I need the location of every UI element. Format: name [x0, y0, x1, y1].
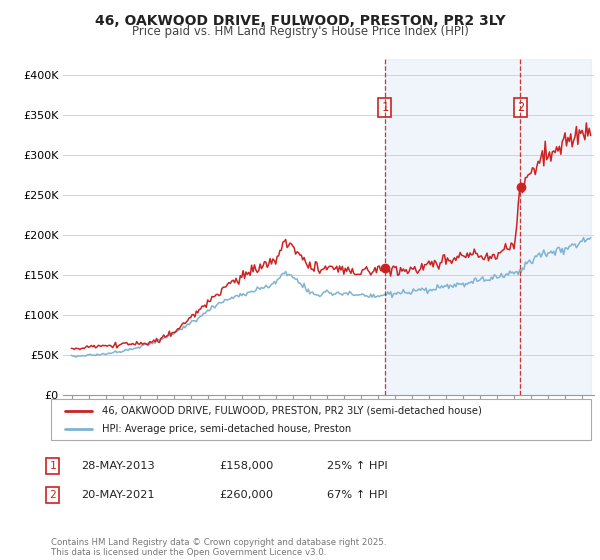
- Text: 1: 1: [381, 101, 388, 114]
- Text: 1: 1: [49, 461, 56, 471]
- Text: 2: 2: [49, 490, 56, 500]
- Text: Contains HM Land Registry data © Crown copyright and database right 2025.
This d: Contains HM Land Registry data © Crown c…: [51, 538, 386, 557]
- Text: Price paid vs. HM Land Registry's House Price Index (HPI): Price paid vs. HM Land Registry's House …: [131, 25, 469, 38]
- Text: 67% ↑ HPI: 67% ↑ HPI: [327, 490, 388, 500]
- Text: 2: 2: [517, 101, 524, 114]
- Text: 46, OAKWOOD DRIVE, FULWOOD, PRESTON, PR2 3LY: 46, OAKWOOD DRIVE, FULWOOD, PRESTON, PR2…: [95, 14, 505, 28]
- Text: £260,000: £260,000: [219, 490, 273, 500]
- Text: 28-MAY-2013: 28-MAY-2013: [81, 461, 155, 471]
- FancyBboxPatch shape: [51, 399, 591, 440]
- Bar: [385, 59, 520, 395]
- Text: 20-MAY-2021: 20-MAY-2021: [81, 490, 155, 500]
- Text: £158,000: £158,000: [219, 461, 274, 471]
- Text: 46, OAKWOOD DRIVE, FULWOOD, PRESTON, PR2 3LY (semi-detached house): 46, OAKWOOD DRIVE, FULWOOD, PRESTON, PR2…: [103, 405, 482, 416]
- Bar: [520, 59, 590, 395]
- Text: 25% ↑ HPI: 25% ↑ HPI: [327, 461, 388, 471]
- Text: HPI: Average price, semi-detached house, Preston: HPI: Average price, semi-detached house,…: [103, 424, 352, 434]
